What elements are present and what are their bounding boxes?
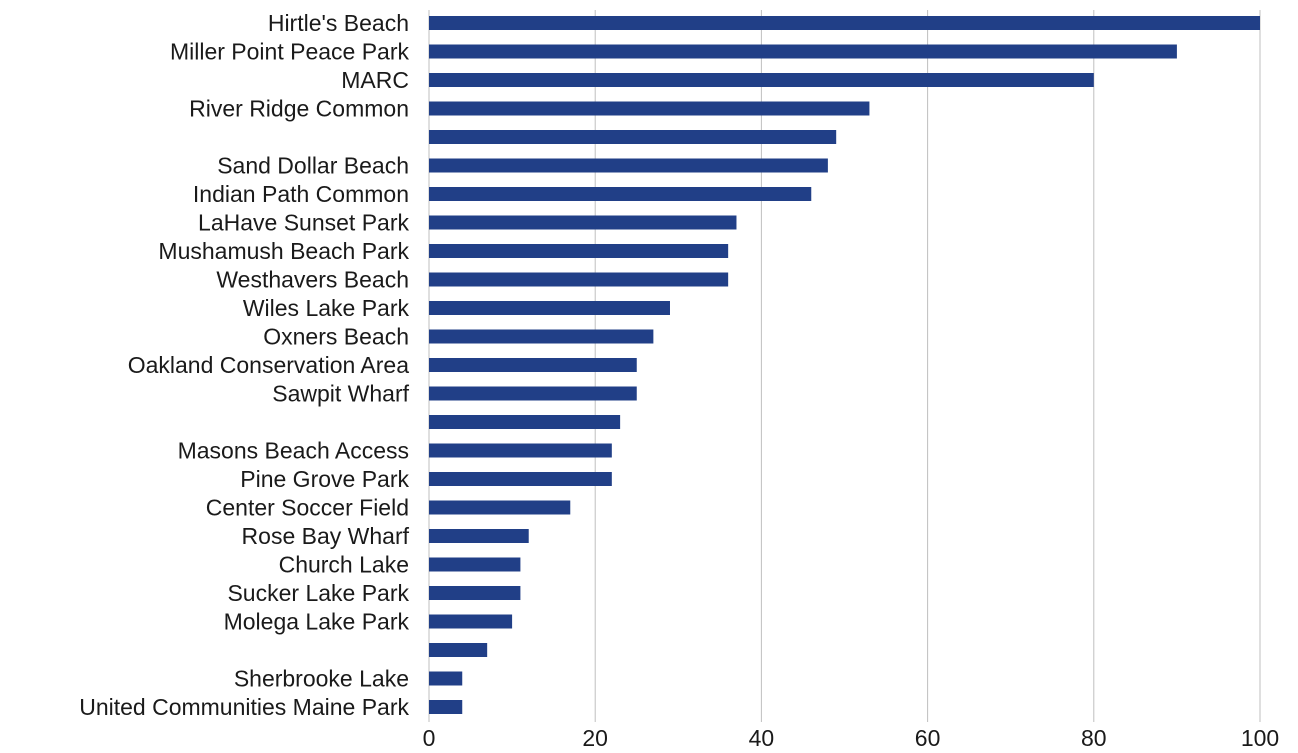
bar bbox=[429, 386, 637, 401]
category-label: Sucker Lake Park bbox=[227, 580, 409, 606]
category-label: Indian Path Common bbox=[193, 181, 409, 207]
x-tick-labels: 0 20 40 60 80 100 bbox=[423, 725, 1280, 751]
category-label: Sand Dollar Beach bbox=[217, 153, 409, 179]
category-label: Church Lake bbox=[279, 552, 409, 578]
category-label: Center Soccer Field bbox=[206, 495, 409, 521]
x-tick-label: 80 bbox=[1081, 725, 1107, 748]
category-label: Miller Point Peace Park bbox=[170, 39, 410, 65]
bar bbox=[429, 358, 637, 372]
bar bbox=[429, 73, 1094, 87]
category-labels: Hirtle's Beach Miller Point Peace ParkMAR… bbox=[79, 10, 409, 720]
x-tick-label: 20 bbox=[582, 725, 608, 748]
category-label: Hirtle's Beach bbox=[268, 10, 409, 36]
category-label: Oxners Beach bbox=[263, 324, 409, 350]
bar bbox=[429, 643, 488, 657]
category-label: Sherbrooke Lake bbox=[234, 666, 409, 692]
category-label: Pine Grove Park bbox=[240, 466, 409, 492]
bar bbox=[429, 529, 529, 543]
bar bbox=[429, 443, 612, 458]
bar bbox=[429, 700, 463, 714]
category-label: MARC bbox=[341, 67, 409, 93]
bar bbox=[429, 16, 1260, 30]
bar bbox=[429, 500, 571, 515]
bar bbox=[429, 244, 729, 258]
category-label: Oakland Conservation Area bbox=[128, 352, 409, 378]
category-label: Molega Lake Park bbox=[224, 609, 410, 635]
category-label: Sawpit Wharf bbox=[272, 381, 409, 407]
category-label: River Ridge Common bbox=[189, 96, 409, 122]
bar bbox=[429, 215, 737, 230]
grid-lines bbox=[428, 10, 1261, 722]
bar bbox=[429, 44, 1177, 59]
bar bbox=[429, 187, 812, 201]
bar bbox=[429, 130, 837, 144]
category-label: Masons Beach Access bbox=[178, 438, 409, 464]
bar bbox=[429, 671, 463, 686]
bar bbox=[429, 472, 612, 486]
x-tick-label: 0 bbox=[423, 725, 436, 748]
bar bbox=[429, 614, 513, 629]
category-label: LaHave Sunset Park bbox=[198, 210, 409, 236]
bar bbox=[429, 557, 521, 572]
x-tick-label: 60 bbox=[915, 725, 941, 748]
category-label: Rose Bay Wharf bbox=[242, 523, 410, 549]
bar bbox=[429, 101, 870, 116]
category-label: Wiles Lake Park bbox=[243, 295, 410, 321]
bar bbox=[429, 415, 621, 429]
bar bbox=[429, 272, 729, 287]
bar bbox=[429, 329, 654, 344]
category-label: Mushamush Beach Park bbox=[158, 238, 409, 264]
bar bbox=[429, 586, 521, 600]
category-label: Westhavers Beach bbox=[216, 267, 409, 293]
bar bbox=[429, 301, 670, 315]
x-tick-label: 100 bbox=[1241, 725, 1279, 748]
category-label: United Communities Maine Park bbox=[79, 694, 409, 720]
bars bbox=[429, 16, 1260, 714]
bar bbox=[429, 158, 828, 173]
x-tick-label: 40 bbox=[749, 725, 775, 748]
